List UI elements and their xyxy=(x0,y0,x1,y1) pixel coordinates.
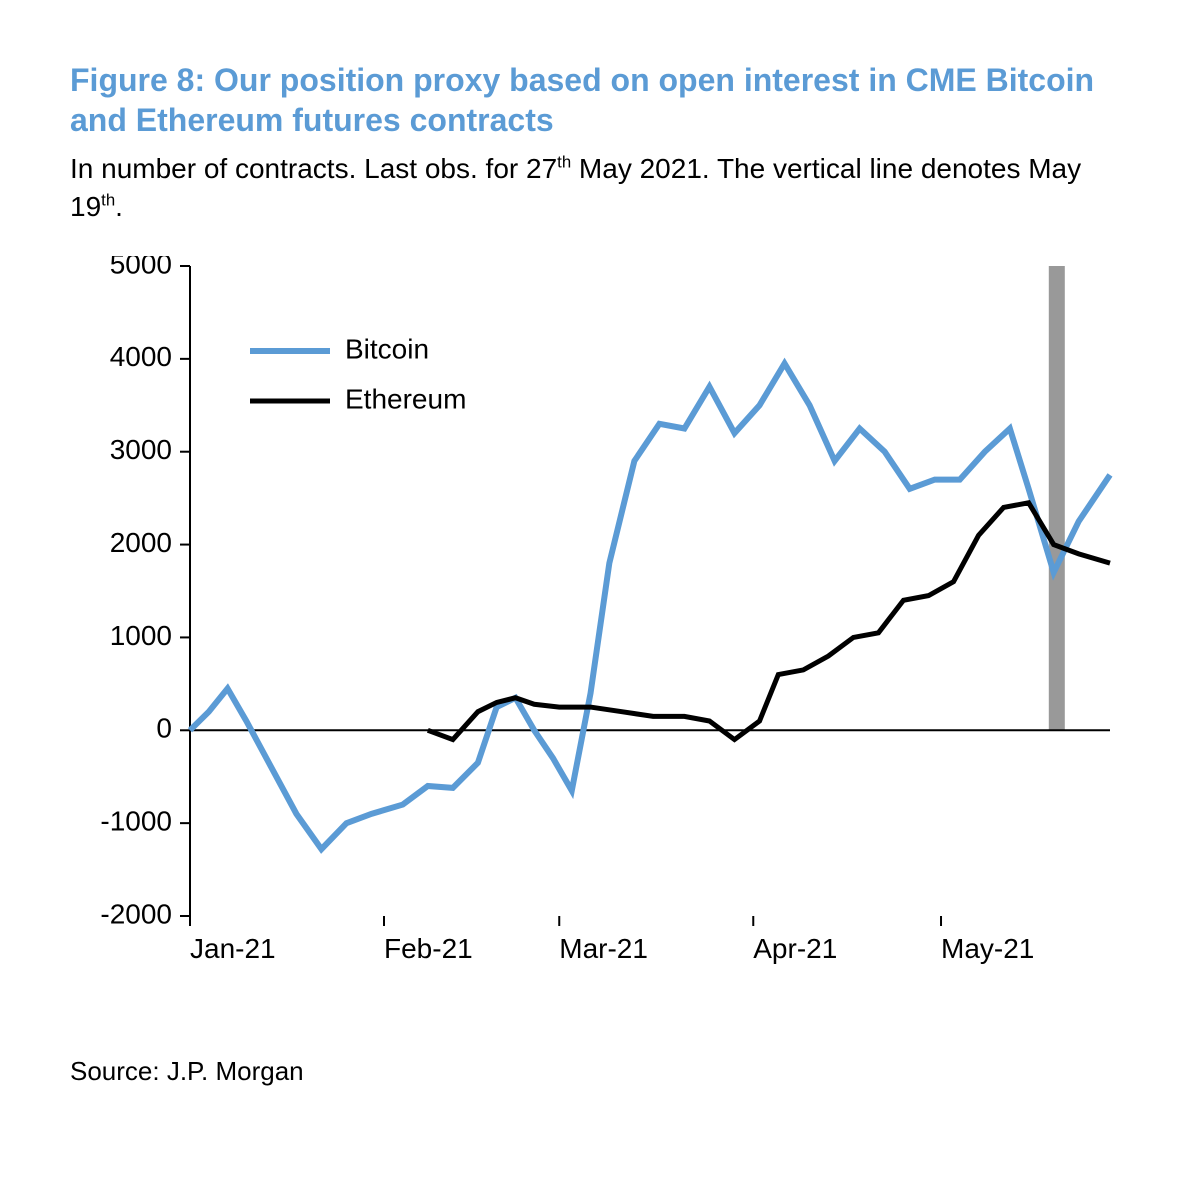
y-tick-label: 3000 xyxy=(110,434,172,465)
figure-title: Figure 8: Our position proxy based on op… xyxy=(70,60,1130,140)
x-tick-label: Mar-21 xyxy=(559,933,648,964)
legend-label: Ethereum xyxy=(345,383,466,414)
figure-container: Figure 8: Our position proxy based on op… xyxy=(0,0,1200,1191)
y-tick-label: 0 xyxy=(156,712,172,743)
x-tick-label: Jan-21 xyxy=(190,933,276,964)
y-tick-label: -2000 xyxy=(100,898,172,929)
figure-subtitle: In number of contracts. Last obs. for 27… xyxy=(70,150,1130,226)
y-tick-label: 2000 xyxy=(110,527,172,558)
x-tick-label: May-21 xyxy=(941,933,1034,964)
x-tick-label: Apr-21 xyxy=(753,933,837,964)
y-tick-label: 1000 xyxy=(110,619,172,650)
chart-area: -2000 -1000 0 1000 2000 3000 4000 5000 Jan-21 Feb… xyxy=(70,256,1130,1016)
vertical-marker xyxy=(1049,266,1065,730)
figure-source: Source: J.P. Morgan xyxy=(70,1056,1130,1087)
y-tick-label: -1000 xyxy=(100,805,172,836)
x-tick-label: Feb-21 xyxy=(384,933,473,964)
y-tick-label: 5000 xyxy=(110,256,172,279)
series-bitcoin xyxy=(190,363,1110,849)
y-tick-label: 4000 xyxy=(110,341,172,372)
legend-label: Bitcoin xyxy=(345,333,429,364)
line-chart: -2000 -1000 0 1000 2000 3000 4000 5000 Jan-21 Feb… xyxy=(70,256,1130,1016)
series-ethereum xyxy=(428,502,1110,739)
